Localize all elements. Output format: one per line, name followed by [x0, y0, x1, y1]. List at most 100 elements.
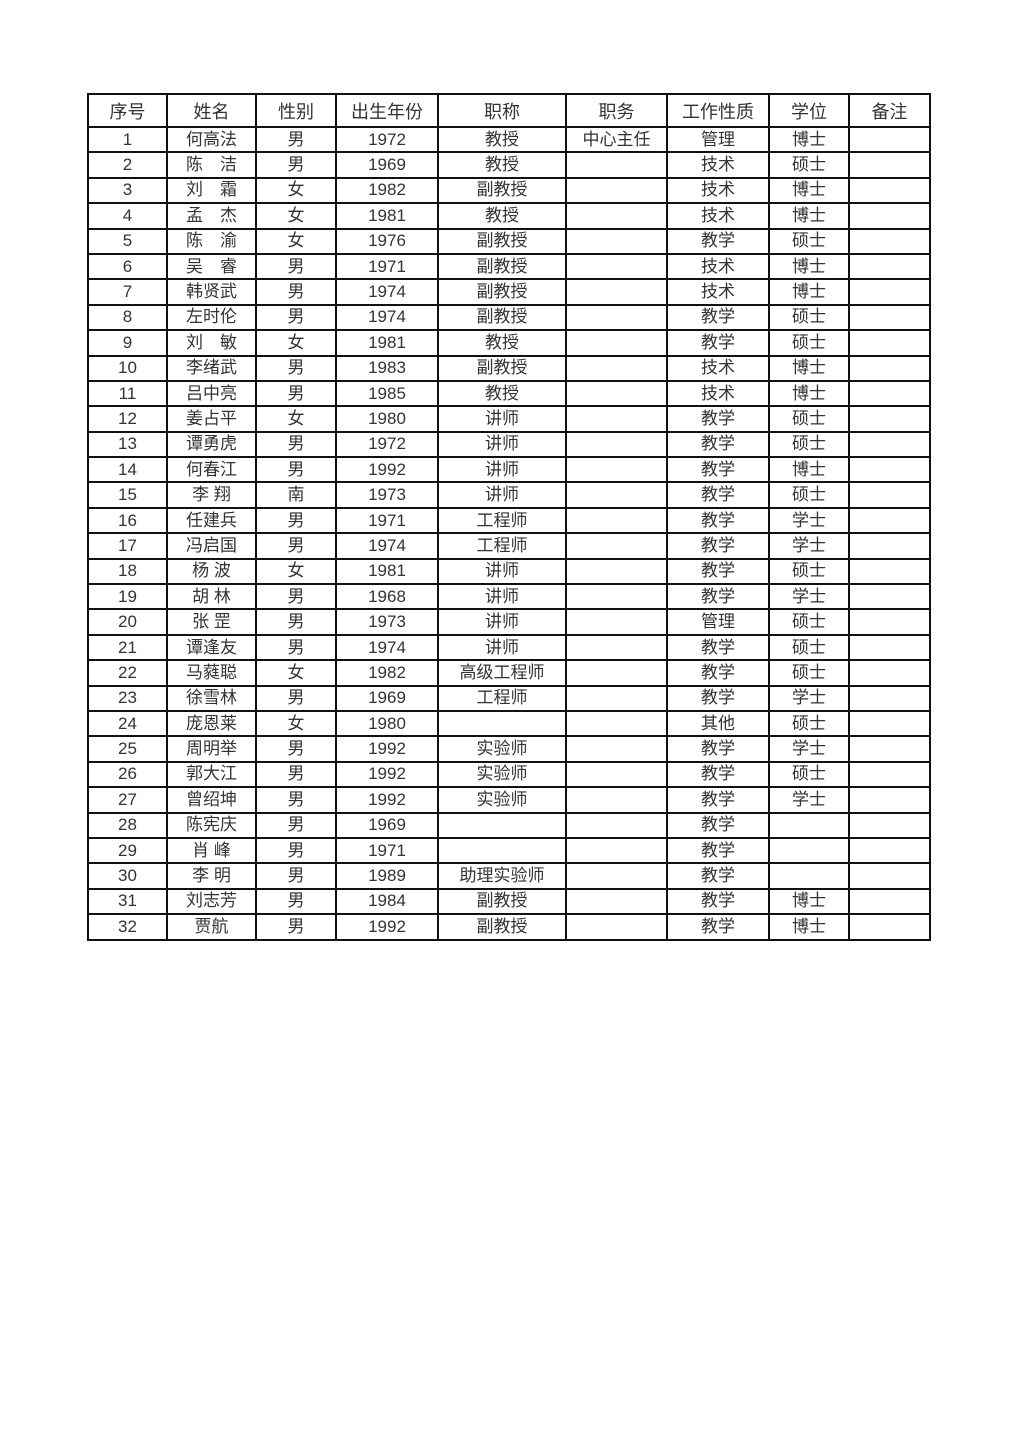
staff-table: 序号 姓名 性别 出生年份 职称 职务 工作性质 学位 备注 1 何高法男 1972 教授 中心主任 管理… [87, 93, 931, 941]
cell-title: 助理实验师 [437, 862, 567, 890]
cell-work-type: 教学 [666, 303, 770, 332]
table-row: 11 吕中亮男 1985 教授 技术 博士 [87, 379, 931, 408]
cell-name: 李 明 [166, 862, 257, 890]
cell-remarks [848, 506, 931, 535]
cell-gender: 男 [255, 354, 337, 382]
cell-position [565, 329, 668, 357]
cell-gender: 男 [255, 887, 337, 916]
header-row: 序号 姓名 性别 出生年份 职称 职务 工作性质 学位 备注 [87, 93, 931, 128]
cell-position [565, 811, 668, 839]
table-row: 31 刘志芳男 1984 副教授 教学 博士 [87, 887, 931, 916]
cell-title: 讲师 [437, 456, 567, 484]
cell-title: 讲师 [437, 557, 567, 586]
cell-birth-year: 1981 [335, 329, 439, 357]
cell-name: 李 翔 [166, 481, 257, 509]
table-row: 1 何高法男 1972 教授 中心主任 管理 博士 [87, 125, 931, 154]
cell-title: 高级工程师 [437, 659, 567, 687]
cell-index: 29 [87, 836, 168, 865]
cell-remarks [848, 557, 931, 586]
header-position: 职务 [565, 93, 668, 128]
cell-degree: 硕士 [768, 227, 850, 255]
cell-position [565, 151, 668, 179]
cell-index: 17 [87, 532, 168, 560]
cell-name: 谭勇虎 [166, 430, 257, 459]
cell-index: 10 [87, 354, 168, 382]
cell-name: 任建兵 [166, 506, 257, 535]
cell-degree: 硕士 [768, 329, 850, 357]
cell-remarks [848, 481, 931, 509]
cell-position [565, 836, 668, 865]
cell-title: 教授 [437, 151, 567, 179]
table-row: 18 杨 波女 1981 讲师 教学 硕士 [87, 557, 931, 586]
table-row: 23 徐雪林男 1969 工程师 教学 学士 [87, 684, 931, 712]
cell-birth-year: 1974 [335, 278, 439, 306]
header-birth-year: 出生年份 [335, 93, 439, 128]
cell-birth-year: 1971 [335, 252, 439, 281]
cell-title: 教授 [437, 379, 567, 408]
cell-degree: 学士 [768, 735, 850, 763]
cell-birth-year: 1971 [335, 506, 439, 535]
cell-work-type: 其他 [666, 709, 770, 738]
table-row: 10 李绪武男 1983 副教授 技术 博士 [87, 354, 931, 382]
cell-index: 26 [87, 760, 168, 789]
cell-title: 实验师 [437, 786, 567, 814]
table-row: 13 谭勇虎男 1972 讲师 教学 硕士 [87, 430, 931, 459]
header-work-type: 工作性质 [666, 93, 770, 128]
cell-birth-year: 1992 [335, 913, 439, 941]
cell-birth-year: 1992 [335, 456, 439, 484]
cell-title: 副教授 [437, 887, 567, 916]
cell-name: 陈 渝 [166, 227, 257, 255]
cell-work-type: 技术 [666, 202, 770, 230]
cell-position [565, 303, 668, 332]
cell-gender: 男 [255, 278, 337, 306]
cell-remarks [848, 836, 931, 865]
cell-degree: 博士 [768, 202, 850, 230]
cell-birth-year: 1985 [335, 379, 439, 408]
cell-degree [768, 862, 850, 890]
cell-name: 郭大江 [166, 760, 257, 789]
cell-position [565, 252, 668, 281]
cell-name: 肖 峰 [166, 836, 257, 865]
cell-degree: 硕士 [768, 557, 850, 586]
header-title: 职称 [437, 93, 567, 128]
cell-birth-year: 1969 [335, 811, 439, 839]
cell-gender: 男 [255, 379, 337, 408]
cell-index: 24 [87, 709, 168, 738]
cell-title: 讲师 [437, 633, 567, 662]
table-row: 15 李 翔南 1973 讲师 教学 硕士 [87, 481, 931, 509]
cell-degree: 硕士 [768, 405, 850, 433]
cell-index: 13 [87, 430, 168, 459]
cell-work-type: 教学 [666, 532, 770, 560]
cell-degree: 硕士 [768, 303, 850, 332]
cell-degree: 学士 [768, 583, 850, 611]
cell-work-type: 教学 [666, 887, 770, 916]
cell-index: 2 [87, 151, 168, 179]
cell-position [565, 278, 668, 306]
cell-title: 副教授 [437, 354, 567, 382]
cell-position [565, 227, 668, 255]
cell-position [565, 608, 668, 636]
cell-position [565, 760, 668, 789]
cell-title: 副教授 [437, 303, 567, 332]
cell-work-type: 教学 [666, 405, 770, 433]
cell-birth-year: 1981 [335, 557, 439, 586]
cell-gender: 男 [255, 862, 337, 890]
cell-name: 陈宪庆 [166, 811, 257, 839]
table-row: 20 张 罡男 1973 讲师 管理 硕士 [87, 608, 931, 636]
cell-index: 21 [87, 633, 168, 662]
cell-degree: 学士 [768, 532, 850, 560]
cell-index: 31 [87, 887, 168, 916]
cell-position [565, 379, 668, 408]
cell-degree [768, 811, 850, 839]
cell-name: 冯启国 [166, 532, 257, 560]
cell-position [565, 659, 668, 687]
cell-name: 吕中亮 [166, 379, 257, 408]
cell-gender: 女 [255, 329, 337, 357]
cell-title: 讲师 [437, 405, 567, 433]
table-row: 25 周明举男 1992 实验师 教学 学士 [87, 735, 931, 763]
cell-remarks [848, 202, 931, 230]
cell-remarks [848, 405, 931, 433]
cell-gender: 男 [255, 583, 337, 611]
cell-gender: 男 [255, 760, 337, 789]
